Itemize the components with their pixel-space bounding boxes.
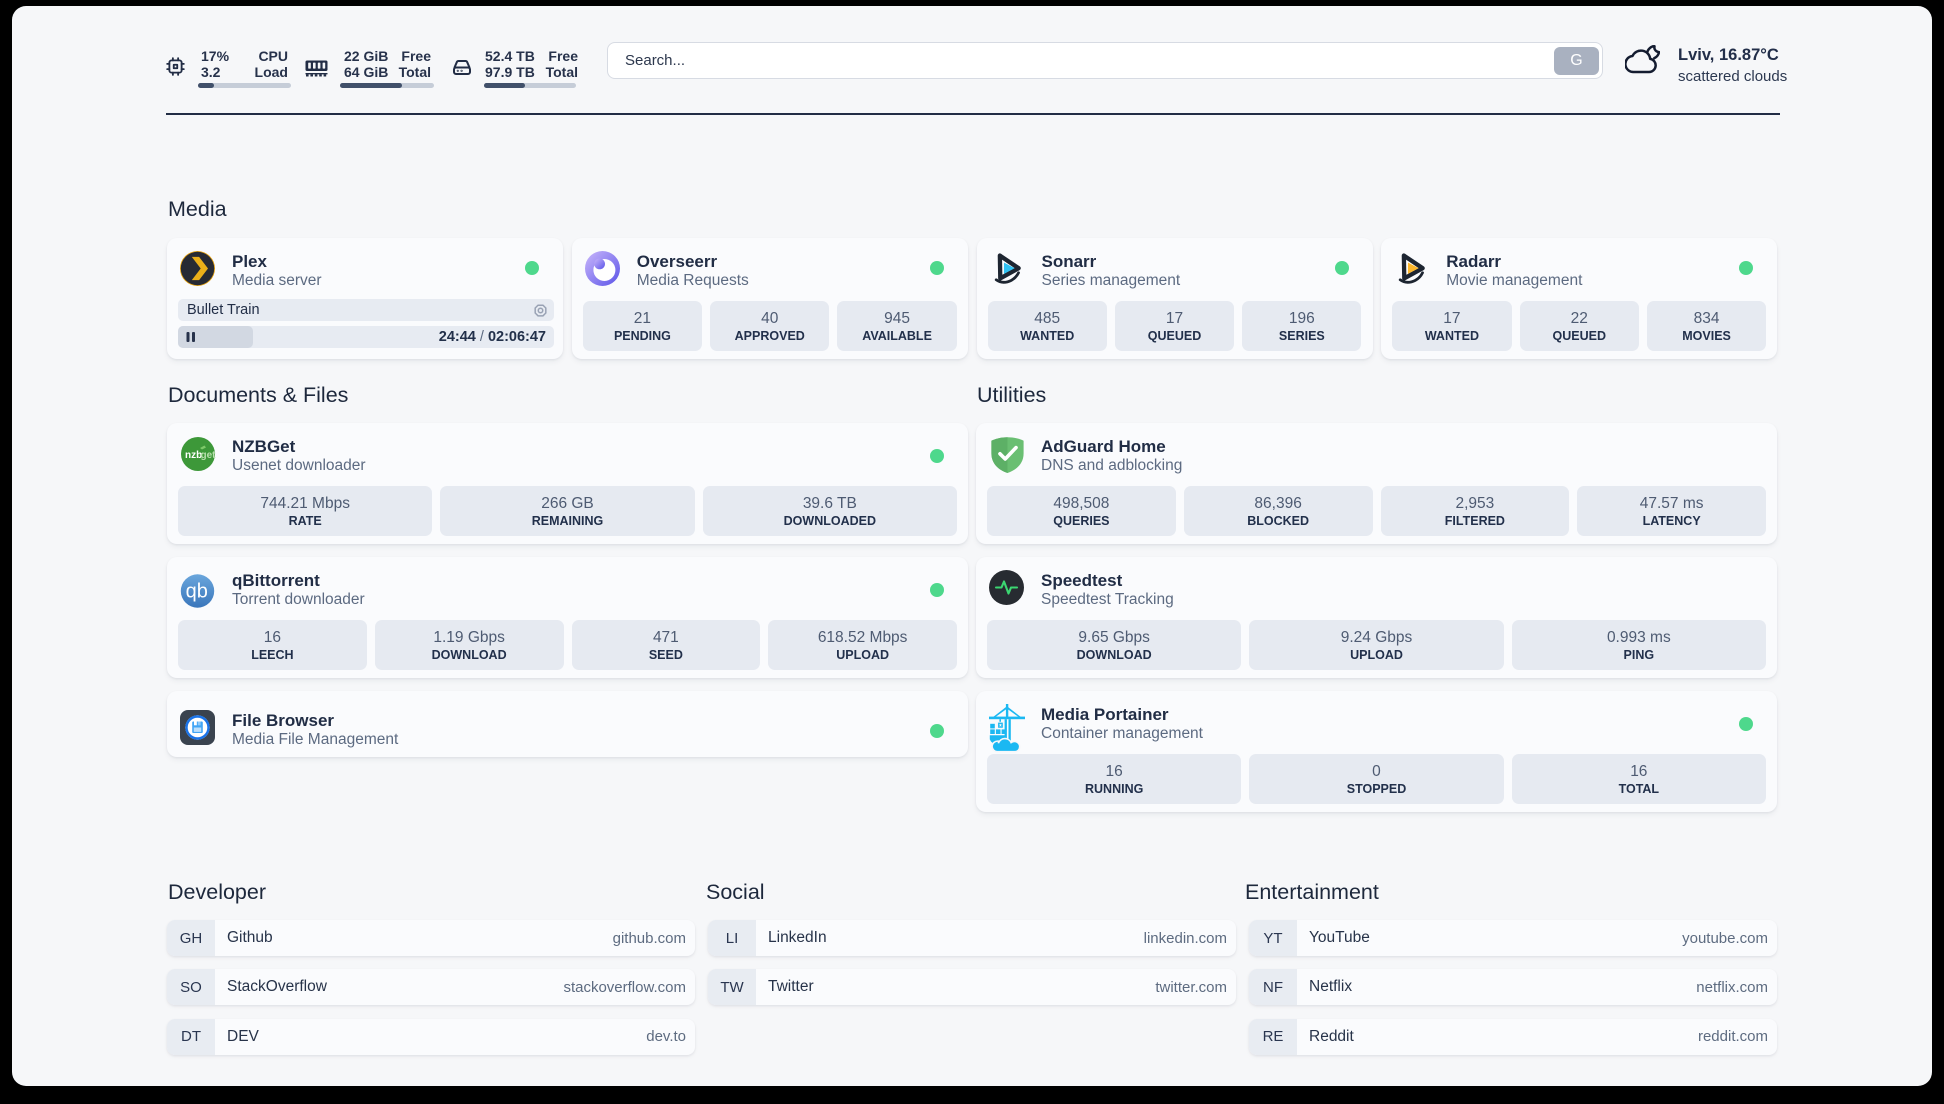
svg-text:nzb: nzb: [185, 450, 202, 461]
svg-text:get: get: [201, 450, 217, 461]
svg-text:qb: qb: [186, 581, 208, 603]
